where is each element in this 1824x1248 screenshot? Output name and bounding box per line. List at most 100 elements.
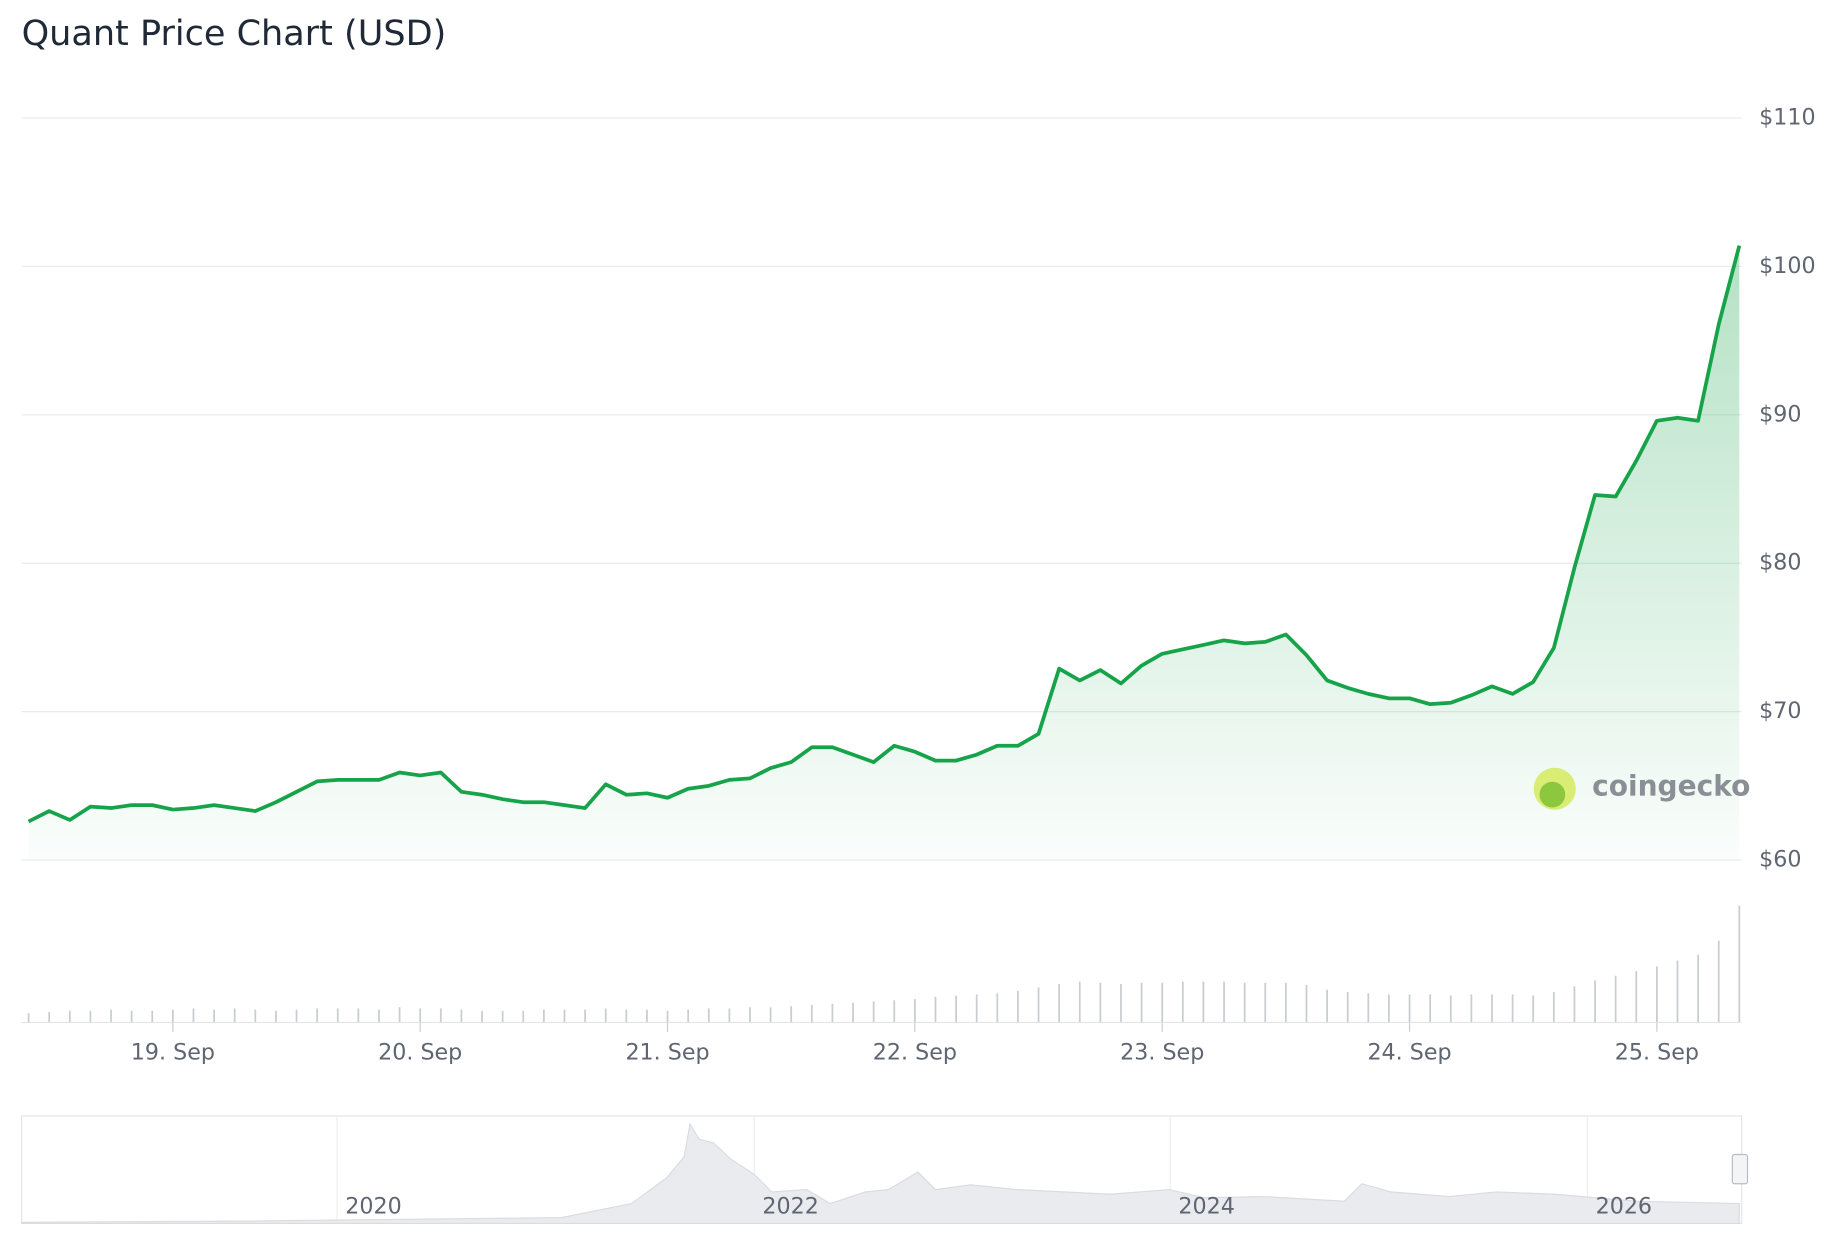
volume-bar	[481, 1010, 483, 1023]
volume-bar	[1243, 982, 1246, 1023]
volume-bar	[1078, 981, 1081, 1023]
navigator-handle[interactable]	[1731, 1153, 1749, 1185]
navigator-label: 2020	[345, 1194, 401, 1220]
volume-bar	[254, 1009, 257, 1023]
volume-bar	[1552, 992, 1555, 1023]
volume-bar	[563, 1009, 566, 1023]
volume-bar	[1697, 954, 1699, 1023]
volume-bar	[1717, 940, 1720, 1023]
watermark-logo	[1539, 781, 1566, 808]
volume-bar	[357, 1008, 360, 1023]
volume-bar	[233, 1008, 236, 1023]
x-tick-label: 22. Sep	[873, 1039, 957, 1065]
volume-bar	[1058, 983, 1061, 1023]
y-tick-label: $70	[1759, 698, 1801, 724]
volume-bar	[130, 1010, 133, 1023]
volume-bar	[955, 995, 957, 1023]
volume-bar	[336, 1008, 339, 1023]
watermark: coingecko	[1533, 767, 1750, 810]
x-tick-label: 21. Sep	[625, 1039, 709, 1065]
navigator-label: 2026	[1596, 1194, 1652, 1220]
volume-bar	[707, 1008, 710, 1023]
volume-bar	[48, 1011, 51, 1023]
volume-bar	[1470, 994, 1473, 1023]
volume-bar	[192, 1008, 195, 1023]
volume-bar	[89, 1010, 92, 1023]
volume-bar	[769, 1007, 772, 1023]
volume-bar	[934, 996, 937, 1023]
x-tick-label: 20. Sep	[378, 1039, 462, 1065]
volume-bar	[893, 1000, 896, 1023]
volume-bar	[975, 994, 978, 1023]
volume-bar	[810, 1004, 813, 1023]
volume-bar	[1140, 982, 1143, 1023]
watermark-text: coingecko	[1592, 770, 1750, 803]
volume-bar	[872, 1001, 875, 1023]
volume-bar	[1202, 981, 1205, 1023]
volume-bar	[1181, 981, 1184, 1023]
volume-bar	[68, 1010, 71, 1023]
y-tick-label: $100	[1759, 253, 1815, 279]
volume-bar	[1491, 994, 1493, 1023]
x-tick-label: 25. Sep	[1615, 1039, 1699, 1065]
volume-bar	[1738, 905, 1741, 1023]
price-line	[27, 245, 1742, 824]
volume-bar	[27, 1013, 30, 1023]
volume-bar	[646, 1009, 648, 1023]
x-tick-label: 24. Sep	[1367, 1039, 1451, 1065]
volume-bar	[378, 1009, 380, 1023]
y-tick-label: $80	[1759, 550, 1801, 576]
volume-bar	[316, 1008, 319, 1023]
volume-bar	[749, 1007, 751, 1023]
volume-bar	[439, 1008, 442, 1023]
volume-bar	[171, 1009, 174, 1023]
volume-bar	[996, 993, 999, 1023]
volume-bar	[790, 1006, 793, 1023]
volume-bar	[913, 999, 916, 1023]
price-area	[28, 245, 1740, 861]
volume-bar	[1532, 995, 1535, 1023]
volume-bar	[1676, 960, 1679, 1023]
navigator[interactable]: 2020 2022 2024 2026	[20, 1115, 1749, 1225]
volume-bar	[1449, 995, 1452, 1023]
volume-bar	[625, 1009, 628, 1023]
volume-bar	[1429, 994, 1432, 1023]
volume-bar	[1367, 993, 1370, 1023]
volume-bar	[1017, 990, 1019, 1023]
volume-bar	[1573, 986, 1576, 1023]
volume-bar	[1635, 971, 1638, 1023]
volume-bar	[728, 1008, 731, 1023]
navigator-label: 2024	[1178, 1194, 1234, 1220]
x-tick-label: 19. Sep	[131, 1039, 215, 1065]
volume-bar	[1120, 983, 1122, 1023]
volume-bar	[1305, 985, 1308, 1023]
x-tick-label: 23. Sep	[1120, 1039, 1204, 1065]
volume-bar	[584, 1009, 586, 1023]
volume-bar	[1408, 994, 1411, 1023]
y-tick-label: $90	[1759, 401, 1801, 427]
y-tick-label: $110	[1759, 105, 1815, 131]
chart-title: Quant Price Chart (USD)	[22, 13, 447, 54]
volume-bar	[831, 1003, 834, 1023]
volume-bar	[1388, 994, 1390, 1023]
volume-bar	[1614, 975, 1617, 1023]
volume-bar	[275, 1010, 277, 1023]
navigator-label: 2022	[762, 1194, 818, 1220]
volume-bar	[852, 1002, 854, 1023]
volume-bar	[419, 1008, 422, 1023]
volume-bar	[1326, 989, 1328, 1023]
volume-bar	[1161, 982, 1164, 1023]
volume-bar	[522, 1010, 525, 1023]
volume-bar	[604, 1008, 607, 1023]
volume-bar	[295, 1009, 298, 1023]
volume-bar	[1594, 980, 1596, 1023]
volume-bar	[460, 1009, 463, 1023]
volume-bar	[213, 1009, 215, 1023]
volume-bar	[542, 1009, 545, 1023]
volume-bar	[501, 1010, 504, 1023]
volume-bar	[398, 1007, 401, 1023]
volume-bar	[1223, 981, 1225, 1023]
volume-bar	[1037, 987, 1040, 1023]
